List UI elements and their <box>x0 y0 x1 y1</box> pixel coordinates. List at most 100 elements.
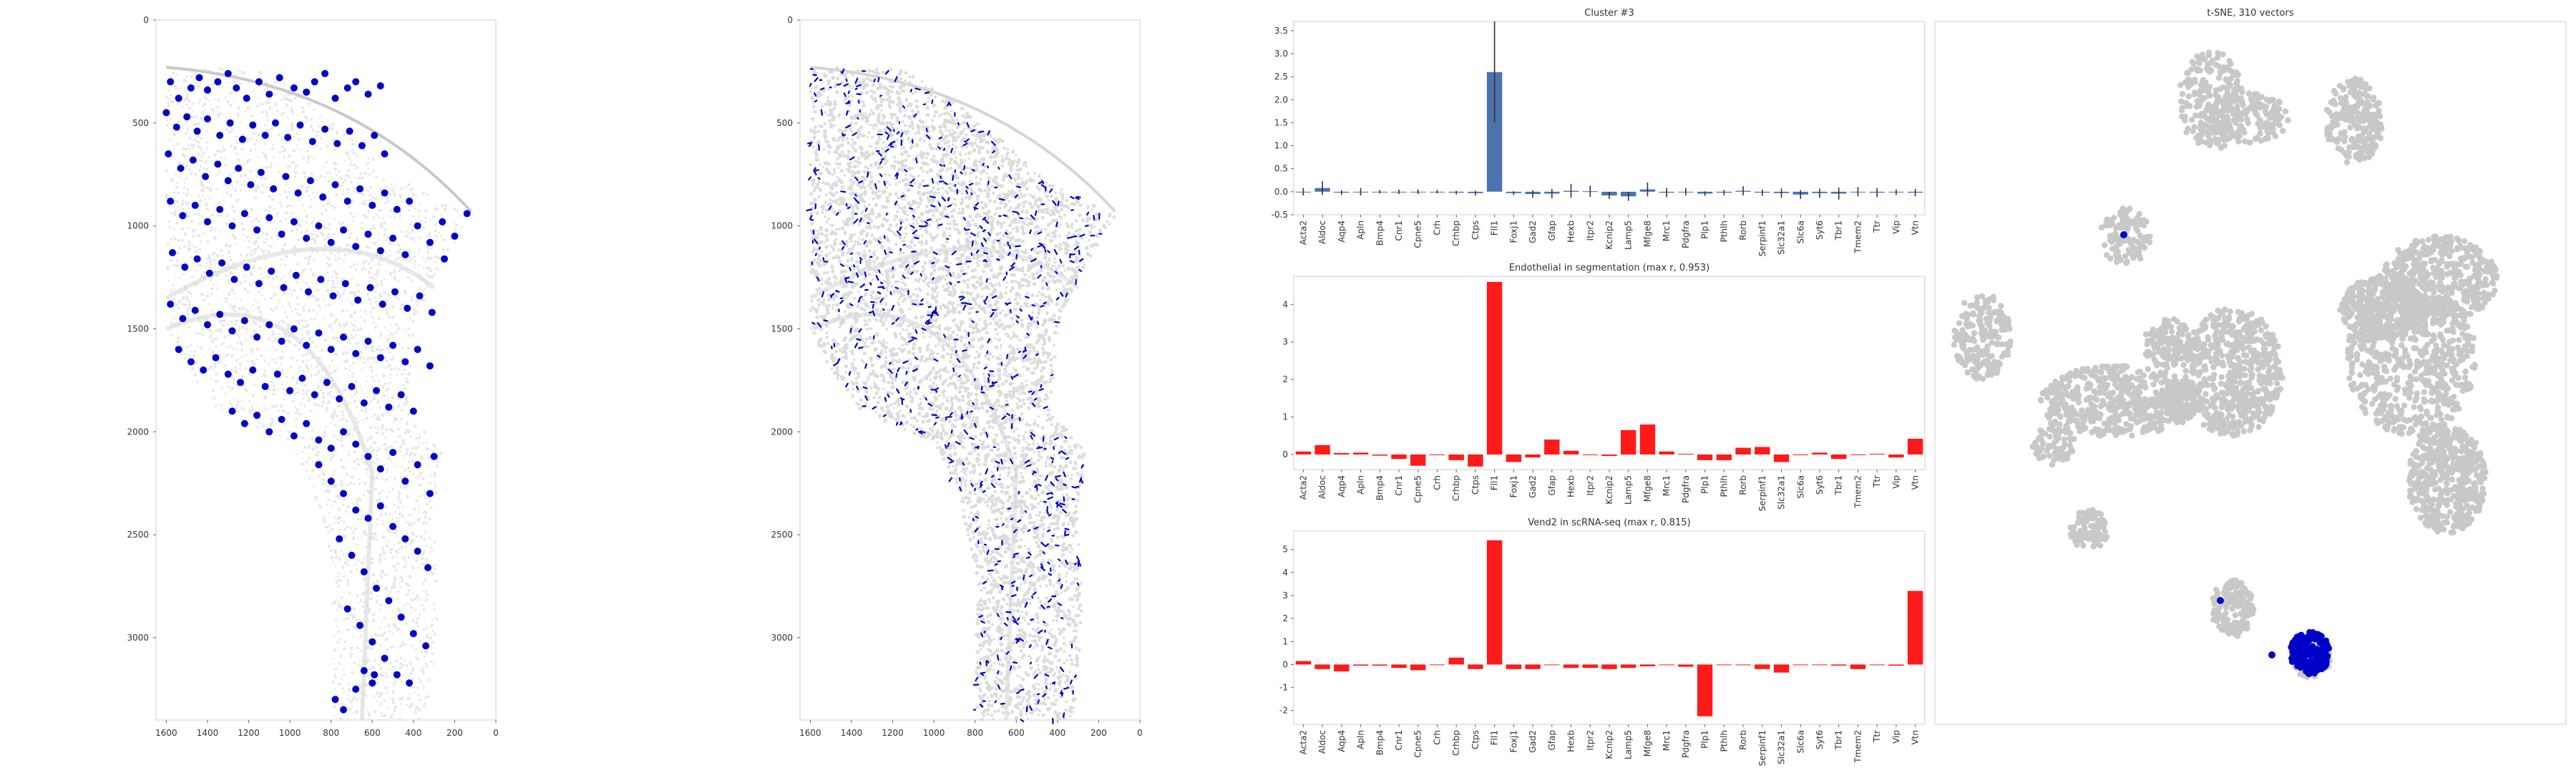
background-cell <box>995 602 997 605</box>
background-cell <box>396 562 400 565</box>
background-cell <box>296 388 299 390</box>
background-cell <box>359 172 363 175</box>
background-cell <box>346 483 349 487</box>
background-cell <box>202 328 205 331</box>
background-cell <box>199 346 203 349</box>
background-cell <box>396 497 400 500</box>
background-cell <box>287 302 291 306</box>
background-cell <box>426 251 430 254</box>
background-cell <box>331 658 334 660</box>
background-cell <box>165 170 168 172</box>
background-cell <box>1057 575 1060 579</box>
background-cell <box>309 318 313 321</box>
background-cell <box>1046 397 1050 400</box>
cluster-cell-point <box>373 584 380 592</box>
background-cell <box>940 354 945 359</box>
background-cell <box>343 691 346 694</box>
background-cell <box>425 651 428 654</box>
background-cell <box>186 75 189 78</box>
background-cell <box>351 220 354 222</box>
background-cell <box>378 492 381 495</box>
background-cell <box>336 293 339 296</box>
background-cell <box>408 372 411 376</box>
background-cell <box>353 311 356 314</box>
background-cell <box>322 396 326 399</box>
background-cell <box>225 191 229 195</box>
background-cell <box>427 275 431 278</box>
background-cell <box>333 473 336 476</box>
background-cell <box>252 304 254 306</box>
background-cell <box>857 80 862 84</box>
background-cell <box>220 68 224 72</box>
background-cell <box>368 246 371 249</box>
background-cell <box>280 404 283 408</box>
background-cell <box>366 646 369 649</box>
background-cell <box>975 621 980 626</box>
background-cell <box>374 296 376 298</box>
background-cell <box>343 360 347 364</box>
cluster-cell-point <box>303 88 311 96</box>
background-cell <box>284 422 288 426</box>
background-cell <box>349 302 352 305</box>
cluster-cell-point <box>426 238 434 246</box>
background-cell <box>982 372 985 376</box>
background-cell <box>1036 442 1039 446</box>
background-cell <box>334 255 337 258</box>
background-cell <box>374 413 376 416</box>
background-cell <box>234 310 237 313</box>
background-cell <box>446 248 449 251</box>
background-cell <box>394 477 396 480</box>
background-cell <box>235 135 238 138</box>
background-cell <box>347 707 350 710</box>
background-cell <box>186 128 190 131</box>
background-cell <box>241 326 245 329</box>
background-cell <box>402 439 405 442</box>
background-cell <box>323 225 326 229</box>
background-cell <box>922 266 926 270</box>
background-cell <box>376 348 380 351</box>
cluster-cell-point <box>191 306 199 314</box>
background-cell <box>331 416 334 419</box>
background-cell <box>338 558 341 561</box>
background-cell <box>393 577 396 580</box>
background-cell <box>384 382 387 385</box>
background-cell <box>370 634 373 637</box>
background-cell <box>371 557 374 560</box>
background-cell <box>213 362 217 366</box>
background-cell <box>374 659 376 662</box>
background-cell <box>308 457 311 460</box>
background-cell <box>376 449 379 452</box>
background-cell <box>350 648 353 651</box>
background-cell <box>183 273 185 276</box>
background-cell <box>296 408 299 411</box>
background-cell <box>992 316 996 321</box>
background-cell <box>258 236 260 239</box>
background-cell <box>1007 520 1010 524</box>
background-cell <box>331 315 334 318</box>
background-cell <box>219 230 222 233</box>
background-cell <box>372 618 374 621</box>
background-cell <box>866 378 869 381</box>
background-cell <box>1070 223 1074 226</box>
background-cell <box>385 388 389 392</box>
background-cell <box>1049 377 1053 381</box>
background-cell <box>371 386 374 389</box>
background-cell <box>428 456 431 460</box>
background-cell <box>359 316 362 319</box>
background-cell <box>364 200 367 203</box>
background-cell <box>409 672 413 676</box>
background-cell <box>331 204 333 208</box>
background-cell <box>342 687 345 690</box>
background-cell <box>893 178 897 180</box>
cluster-cell-point <box>275 74 283 82</box>
background-cell <box>1040 426 1045 429</box>
cluster-cell-point <box>327 238 335 246</box>
background-cell <box>426 273 429 276</box>
background-cell <box>230 320 233 323</box>
background-cell <box>328 544 331 548</box>
background-cell <box>185 316 188 319</box>
background-cell <box>384 251 386 253</box>
background-cell <box>286 438 289 441</box>
background-cell <box>333 522 336 525</box>
background-cell <box>404 564 407 568</box>
